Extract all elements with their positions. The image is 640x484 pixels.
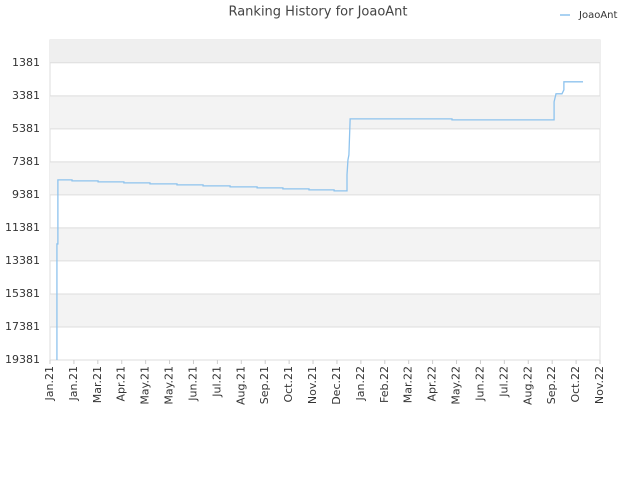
x-tick-label: Apr.21	[115, 366, 128, 402]
band	[50, 40, 600, 63]
x-tick-label: Aug.21	[234, 366, 247, 405]
x-tick-label: Jun.22	[473, 366, 486, 402]
band	[50, 293, 600, 327]
x-tick-label: Apr.22	[426, 366, 439, 402]
y-tick-label: 15381	[5, 287, 40, 300]
band	[50, 95, 600, 129]
y-tick-label: 11381	[5, 221, 40, 234]
x-tick-label: Jan.22	[354, 366, 367, 401]
x-tick-label: Dec.21	[330, 366, 343, 405]
x-tick-label: Jan.21	[43, 366, 56, 401]
y-tick-label: 1381	[12, 56, 40, 69]
y-tick-label: 5381	[12, 122, 40, 135]
y-tick-label: 13381	[5, 254, 40, 267]
x-tick-label: Aug.22	[521, 366, 534, 405]
x-tick-label: Nov.22	[593, 366, 606, 404]
x-tick-label: May.22	[450, 366, 463, 405]
series-line	[56, 81, 584, 360]
x-tick-label: Mar.21	[91, 366, 104, 403]
x-tick-label: May.21	[139, 366, 152, 405]
x-tick-label: Jan.21	[67, 366, 80, 401]
x-tick-label: Jun.21	[186, 366, 199, 402]
y-tick-label: 19381	[5, 353, 40, 366]
band	[50, 227, 600, 261]
y-tick-label: 9381	[12, 188, 40, 201]
x-tick-label: Sep.21	[258, 366, 271, 404]
x-tick-label: Jul.21	[210, 366, 223, 398]
x-tick-label: Jul.22	[497, 366, 510, 398]
y-tick-label: 3381	[12, 89, 40, 102]
x-tick-label: Sep.22	[545, 366, 558, 404]
x-tick-label: May.21	[163, 366, 176, 405]
chart-title: Ranking History for JoaoAnt	[228, 5, 407, 20]
x-tick-label: Mar.22	[402, 366, 415, 403]
legend-label: JoaoAnt	[578, 10, 617, 21]
y-tick-label: 7381	[12, 155, 40, 168]
y-tick-label: 17381	[5, 320, 40, 333]
x-tick-label: Feb.22	[378, 366, 391, 403]
x-tick-label: Oct.21	[282, 366, 295, 403]
x-tick-label: Nov.21	[306, 366, 319, 404]
x-tick-label: Oct.22	[569, 366, 582, 403]
